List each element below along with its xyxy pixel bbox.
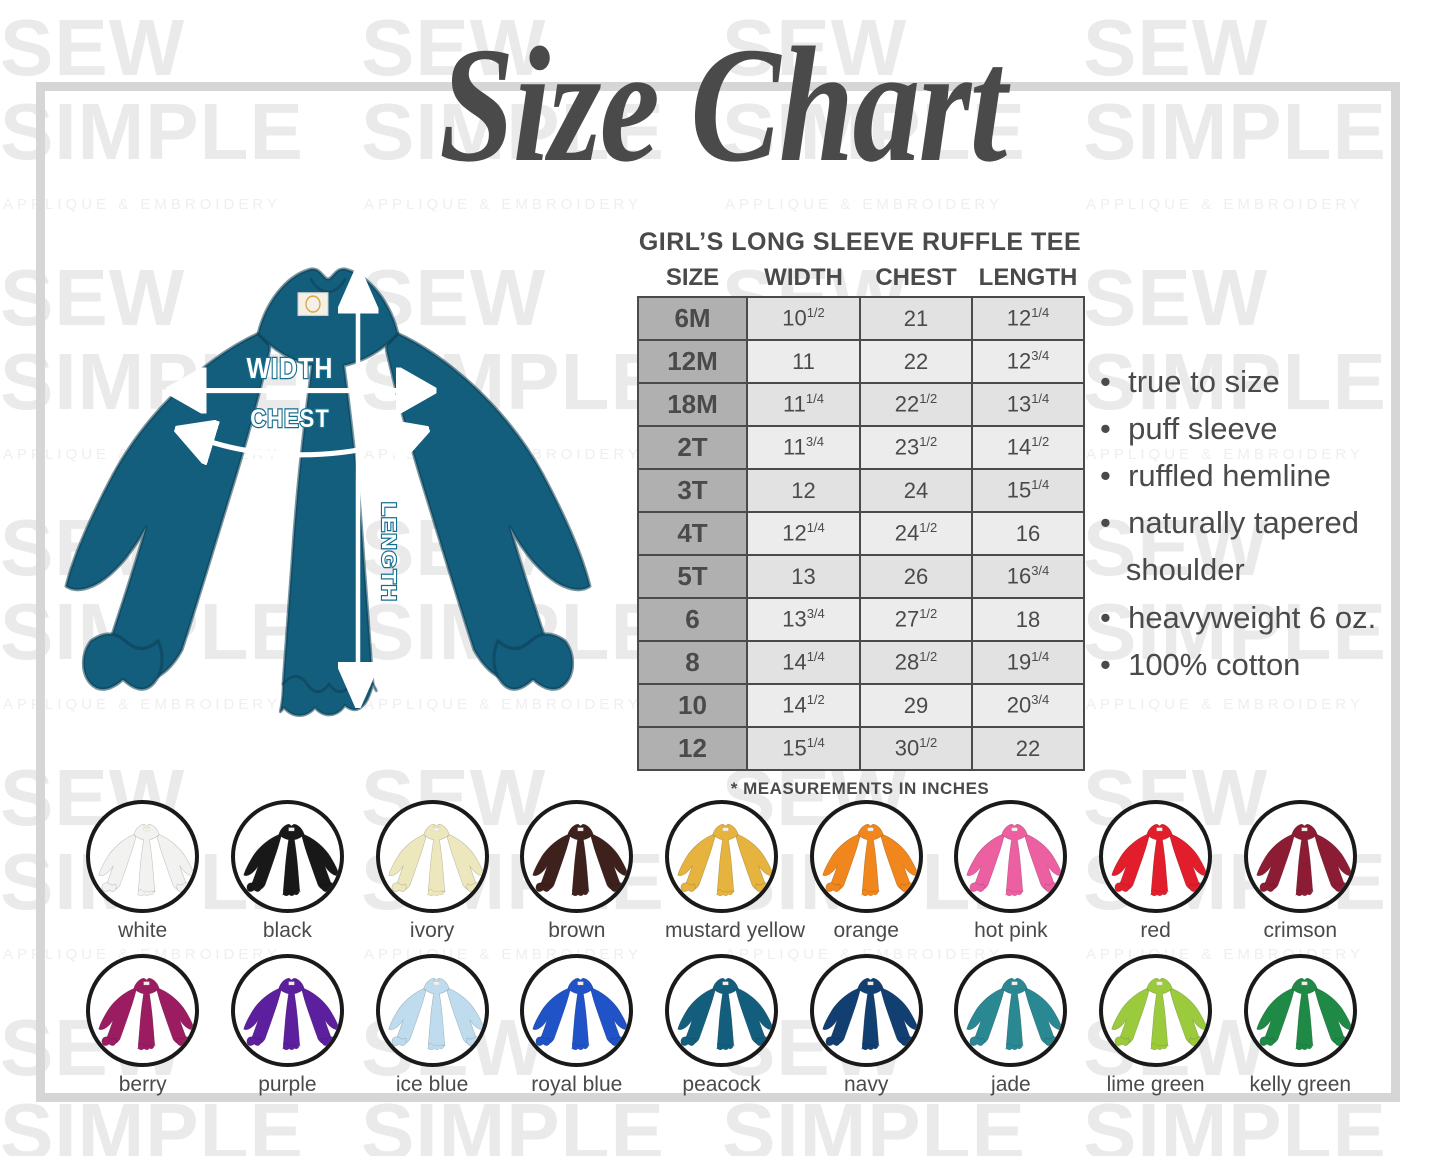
svg-text:LENGTH: LENGTH: [377, 502, 399, 602]
svg-text:WIDTH: WIDTH: [247, 353, 334, 385]
svg-text:CHEST: CHEST: [250, 405, 330, 433]
